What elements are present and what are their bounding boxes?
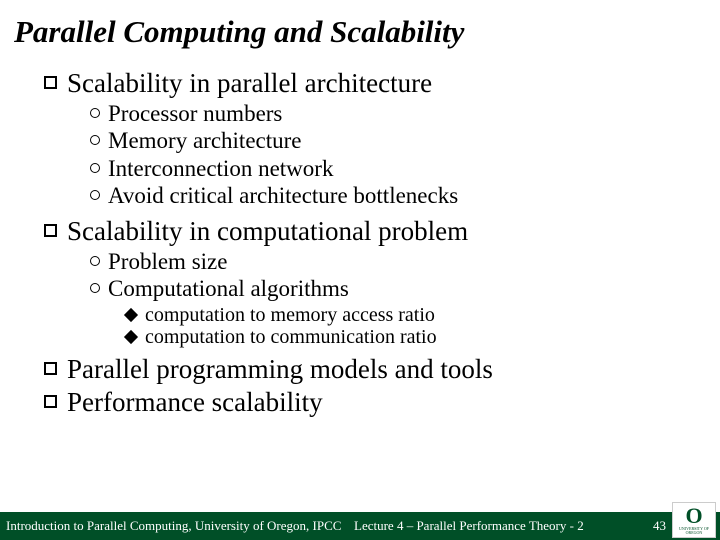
lvl3-text: computation to memory access ratio bbox=[145, 304, 435, 326]
lvl1-text: Scalability in parallel architecture bbox=[67, 68, 432, 99]
bullet-lvl3: computation to communication ratio bbox=[126, 326, 720, 348]
bullet-lvl1: Parallel programming models and tools bbox=[44, 354, 720, 385]
slide-content: Scalability in parallel architecture Pro… bbox=[0, 50, 720, 418]
university-logo: O UNIVERSITY OF OREGON bbox=[672, 502, 716, 538]
lvl1-text: Parallel programming models and tools bbox=[67, 354, 493, 385]
bullet-lvl1: Performance scalability bbox=[44, 387, 720, 418]
lvl2-text: Problem size bbox=[108, 249, 227, 275]
bullet-lvl3: computation to memory access ratio bbox=[126, 304, 720, 326]
logo-text: UNIVERSITY OF OREGON bbox=[673, 527, 715, 535]
lvl3-group: computation to memory access ratio compu… bbox=[90, 304, 720, 348]
lvl2-text: Interconnection network bbox=[108, 156, 333, 182]
square-bullet-icon bbox=[44, 224, 57, 237]
circle-bullet-icon bbox=[90, 135, 100, 145]
lvl2-group: Processor numbers Memory architecture In… bbox=[44, 101, 720, 210]
bullet-lvl2: Avoid critical architecture bottlenecks bbox=[90, 183, 720, 209]
bullet-lvl2: Problem size bbox=[90, 249, 720, 275]
square-bullet-icon bbox=[44, 362, 57, 375]
circle-bullet-icon bbox=[90, 283, 100, 293]
bullet-lvl2: Processor numbers bbox=[90, 101, 720, 127]
lvl2-text: Avoid critical architecture bottlenecks bbox=[108, 183, 458, 209]
lvl2-text: Memory architecture bbox=[108, 128, 302, 154]
logo-o-icon: O bbox=[685, 505, 702, 527]
circle-bullet-icon bbox=[90, 108, 100, 118]
slide: Parallel Computing and Scalability Scala… bbox=[0, 0, 720, 540]
diamond-bullet-icon bbox=[124, 330, 138, 344]
bullet-lvl2: Computational algorithms bbox=[90, 276, 720, 302]
circle-bullet-icon bbox=[90, 163, 100, 173]
bullet-lvl2: Memory architecture bbox=[90, 128, 720, 154]
lvl3-text: computation to communication ratio bbox=[145, 326, 437, 348]
bullet-lvl1: Scalability in computational problem bbox=[44, 216, 720, 247]
page-number: 43 bbox=[653, 518, 666, 534]
diamond-bullet-icon bbox=[124, 308, 138, 322]
bullet-lvl1: Scalability in parallel architecture bbox=[44, 68, 720, 99]
circle-bullet-icon bbox=[90, 190, 100, 200]
square-bullet-icon bbox=[44, 76, 57, 89]
circle-bullet-icon bbox=[90, 256, 100, 266]
bullet-lvl2: Interconnection network bbox=[90, 156, 720, 182]
lvl2-group: Problem size Computational algorithms co… bbox=[44, 249, 720, 348]
slide-title: Parallel Computing and Scalability bbox=[0, 0, 720, 50]
footer-left-text: Introduction to Parallel Computing, Univ… bbox=[6, 518, 341, 534]
footer-center-text: Lecture 4 – Parallel Performance Theory … bbox=[354, 518, 584, 534]
lvl2-text: Processor numbers bbox=[108, 101, 282, 127]
lvl2-text: Computational algorithms bbox=[108, 276, 349, 302]
lvl1-text: Scalability in computational problem bbox=[67, 216, 468, 247]
lvl1-text: Performance scalability bbox=[67, 387, 323, 418]
square-bullet-icon bbox=[44, 395, 57, 408]
